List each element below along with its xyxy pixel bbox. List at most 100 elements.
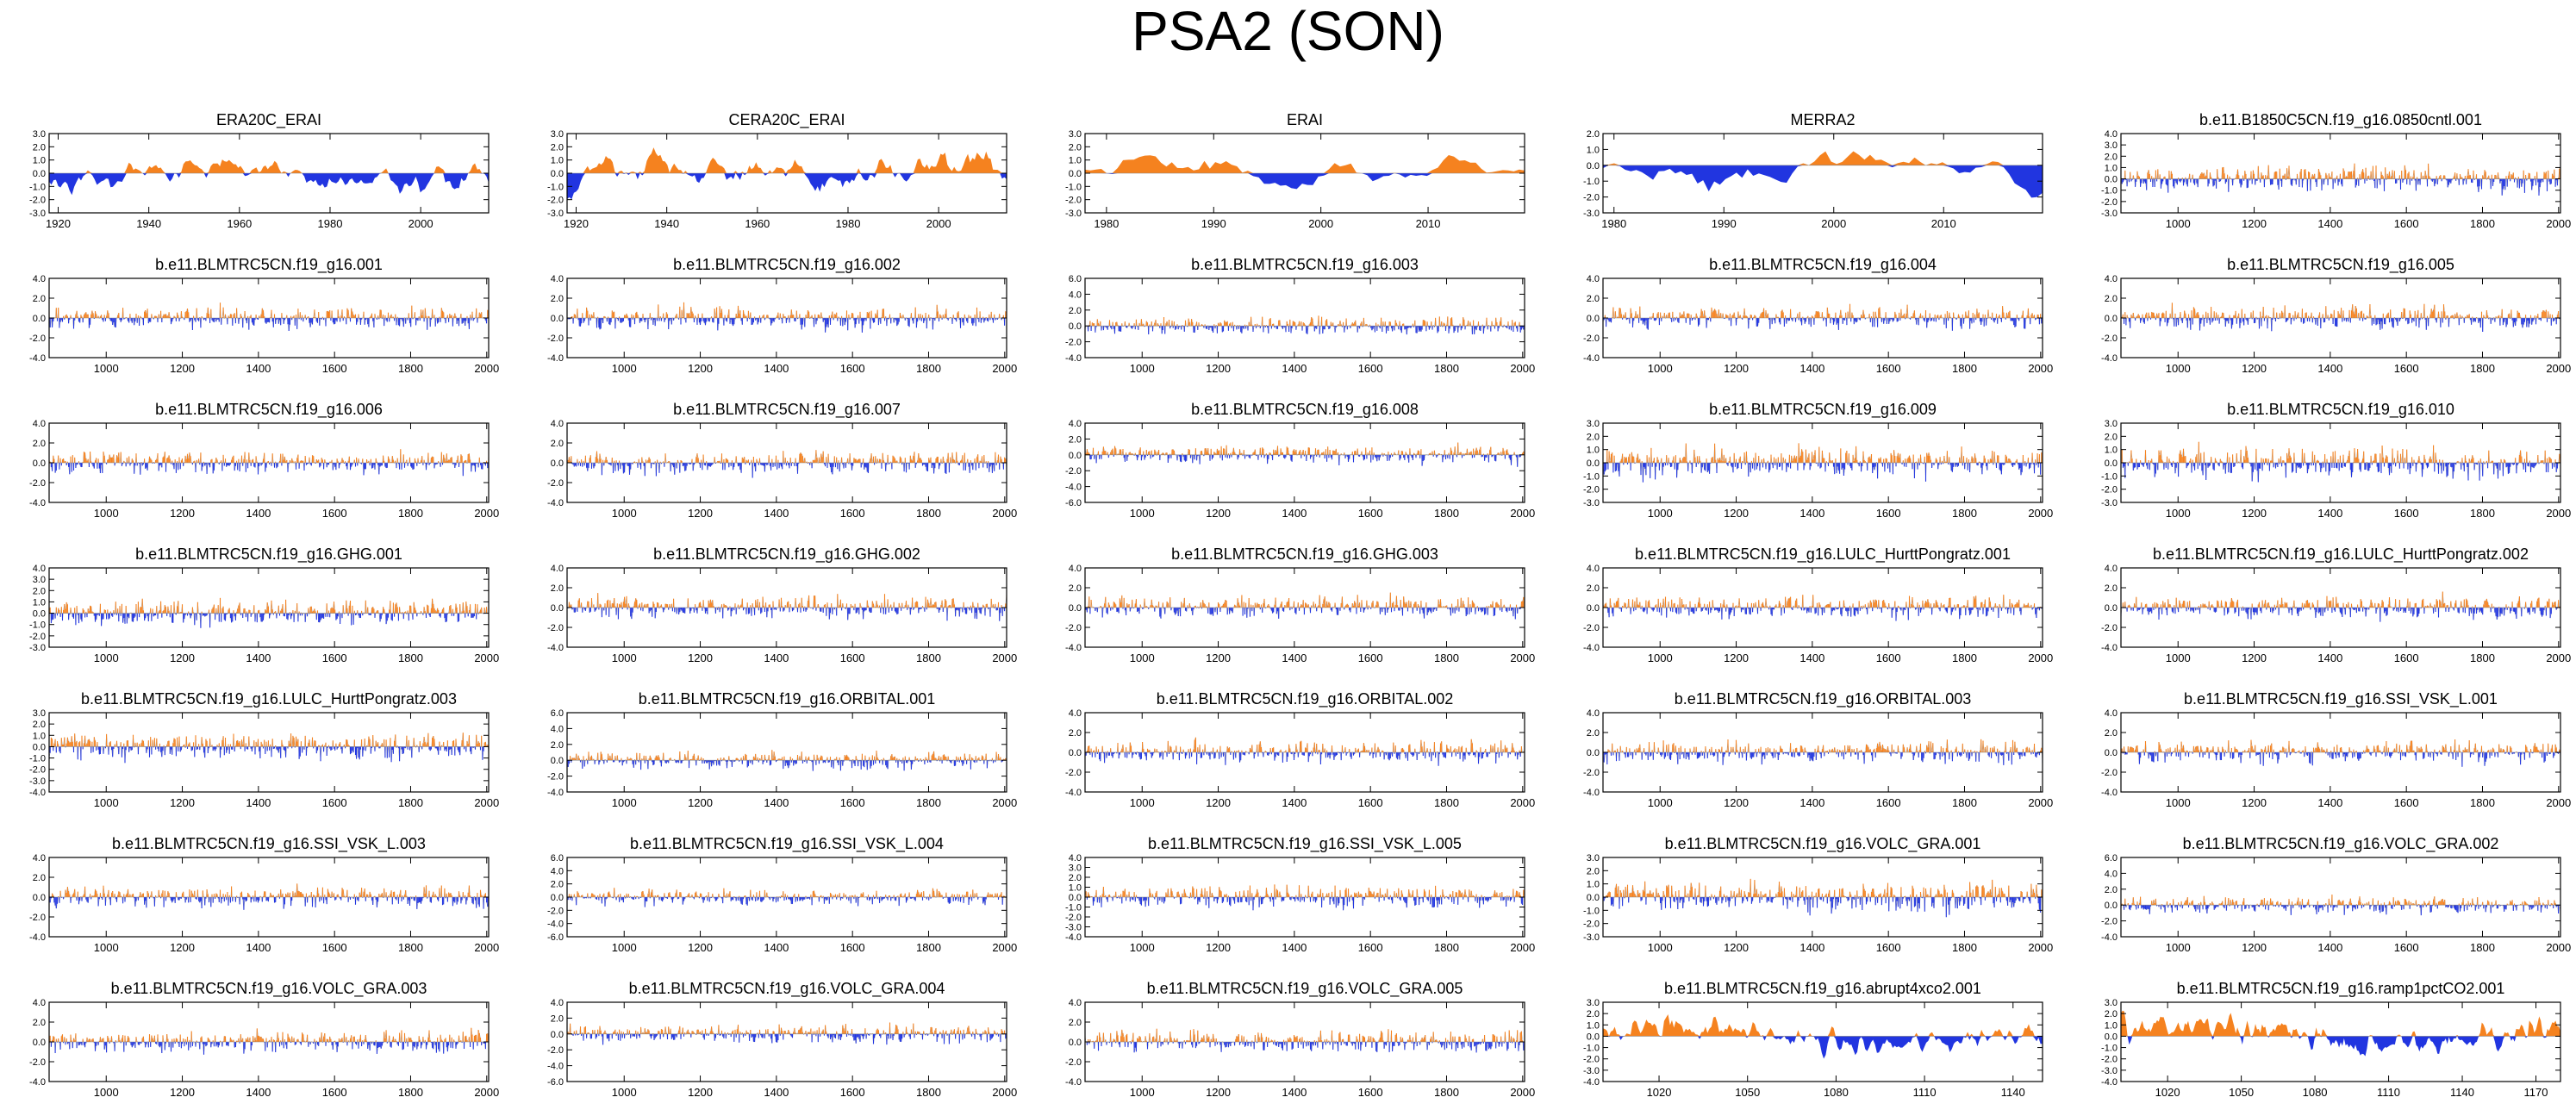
y-tick-label: 0.0 — [2105, 314, 2118, 324]
negative-area — [49, 746, 489, 764]
x-tick-label: 1800 — [1952, 362, 1977, 375]
y-tick-label: -4.0 — [547, 353, 564, 364]
y-tick-label: -3.0 — [1583, 498, 1600, 508]
y-tick-label: -1.0 — [29, 182, 46, 192]
positive-area — [1086, 315, 1525, 327]
y-tick-label: -3.0 — [1583, 932, 1600, 943]
y-tick-label: 4.0 — [1069, 564, 1082, 574]
y-tick-label: -4.0 — [1583, 643, 1600, 653]
y-tick-label: 1.0 — [1587, 145, 1600, 155]
y-tick-label: 2.0 — [1069, 142, 1082, 153]
series-trace — [49, 883, 489, 910]
y-tick-label: 6.0 — [1069, 274, 1082, 284]
x-tick-label: 1400 — [2317, 652, 2342, 664]
y-tick-label: 2.0 — [1069, 873, 1082, 883]
x-tick-label: 1000 — [2166, 796, 2191, 809]
x-tick-label: 1400 — [246, 796, 271, 809]
y-tick-label: -1.0 — [2101, 186, 2118, 196]
panel-title: b.e11.BLMTRC5CN.f19_g16.VOLC_GRA.002 — [2183, 835, 2499, 853]
y-tick-label: 3.0 — [1587, 998, 1600, 1008]
x-tick-label: 1800 — [1434, 1086, 1459, 1099]
x-tick-label: 2000 — [1510, 941, 1535, 954]
y-tick-label: 1.0 — [33, 597, 46, 608]
negative-area — [1085, 173, 1525, 190]
x-tick-label: 1800 — [1952, 507, 1977, 520]
y-tick-label: 2.0 — [2105, 885, 2118, 895]
panel-29: b.e11.BLMTRC5CN.f19_g16.VOLC_GRA.001 3.0 2… — [1583, 835, 2053, 954]
y-tick-label: 4.0 — [1587, 564, 1600, 574]
y-tick-label: 4.0 — [551, 724, 564, 734]
panel-33: b.e11.BLMTRC5CN.f19_g16.VOLC_GRA.005 4.0 2… — [1065, 980, 1535, 1099]
series-trace — [49, 302, 489, 332]
y-tick-label: 3.0 — [2105, 419, 2118, 429]
series-trace — [567, 302, 1007, 333]
x-tick-label: 1400 — [1282, 507, 1307, 520]
series-trace — [567, 1022, 1007, 1045]
x-tick-label: 1000 — [94, 1086, 119, 1099]
x-tick-label: 1200 — [1724, 362, 1749, 375]
panel-23: b.e11.BLMTRC5CN.f19_g16.ORBITAL.002 4.0 2.… — [1065, 690, 1535, 809]
y-tick-label: 0.0 — [1587, 748, 1600, 758]
positive-area — [49, 883, 486, 897]
panel-title: b.e11.BLMTRC5CN.f19_g16.ORBITAL.003 — [1675, 690, 1972, 708]
x-tick-label: 2000 — [474, 1086, 499, 1099]
y-tick-label: -2.0 — [547, 196, 564, 206]
x-tick-label: 2000 — [409, 217, 433, 230]
positive-area — [568, 593, 1007, 608]
y-tick-label: 0.0 — [2105, 603, 2118, 614]
x-tick-label: 1200 — [1724, 652, 1749, 664]
negative-area — [1085, 752, 1524, 766]
y-tick-label: -2.0 — [1583, 768, 1600, 778]
x-tick-label: 1800 — [1434, 941, 1459, 954]
y-tick-label: 4.0 — [33, 564, 46, 574]
panel-3: ERAI 3.0 2.0 1.0 0.0 -1.0 -2.0 -3.0 1980 1990 2000… — [1065, 111, 1525, 230]
y-tick-label: 2.0 — [33, 586, 46, 596]
y-tick-label: -4.0 — [29, 1077, 46, 1088]
x-tick-label: 1200 — [688, 362, 713, 375]
panel-title: b.e11.BLMTRC5CN.f19_g16.SSI_VSK_L.005 — [1148, 835, 1462, 853]
panel-28: b.e11.BLMTRC5CN.f19_g16.SSI_VSK_L.005 4.0… — [1065, 835, 1535, 954]
negative-area — [49, 1042, 489, 1055]
x-tick-label: 1800 — [1434, 796, 1459, 809]
y-tick-label: 0.0 — [33, 609, 46, 620]
panel-title: b.e11.BLMTRC5CN.f19_g16.GHG.001 — [135, 546, 402, 564]
positive-area — [2121, 302, 2560, 318]
positive-area — [1604, 303, 2043, 318]
negative-area — [1603, 897, 2043, 918]
x-tick-label: 1000 — [2166, 362, 2191, 375]
y-tick-label: 0.0 — [2105, 1032, 2118, 1042]
plot-frame — [1602, 1001, 2043, 1082]
y-tick-label: 0.0 — [551, 756, 564, 766]
y-tick-label: -3.0 — [29, 209, 46, 219]
y-tick-label: 0.0 — [33, 314, 46, 324]
x-tick-label: 1600 — [840, 941, 865, 954]
y-tick-label: -1.0 — [2101, 471, 2118, 482]
x-tick-label: 1600 — [840, 1086, 865, 1099]
positive-area — [49, 597, 489, 614]
x-tick-label: 1960 — [745, 217, 770, 230]
plot-frame — [2120, 857, 2561, 938]
negative-area — [2122, 463, 2560, 483]
x-tick-label: 1000 — [1648, 652, 1673, 664]
positive-area — [2121, 895, 2556, 906]
x-tick-label: 1800 — [1952, 796, 1977, 809]
y-tick-label: 4.0 — [2105, 129, 2118, 140]
x-tick-label: 2010 — [1931, 217, 1956, 230]
x-tick-label: 2000 — [2546, 507, 2571, 520]
series-trace — [2121, 895, 2560, 916]
series-trace — [567, 593, 1007, 621]
x-tick-label: 1000 — [1648, 941, 1673, 954]
x-tick-label: 1200 — [2242, 507, 2267, 520]
y-tick-label: 4.0 — [2105, 274, 2118, 284]
panel-16: b.e11.BLMTRC5CN.f19_g16.GHG.001 4.03.02.0… — [29, 546, 499, 664]
y-tick-label: 4.0 — [1069, 853, 1082, 863]
positive-area — [1603, 1014, 2043, 1037]
y-tick-label: -2.0 — [29, 196, 46, 206]
x-tick-label: 1000 — [1130, 1086, 1155, 1099]
x-tick-label: 1000 — [94, 362, 119, 375]
y-tick-label: 0.0 — [33, 1038, 46, 1048]
y-tick-label: -4.0 — [2101, 643, 2118, 653]
x-tick-label: 2000 — [474, 941, 499, 954]
positive-area — [1603, 595, 2042, 608]
panel-title: b.e11.B1850C5CN.f19_g16.0850cntl.001 — [2199, 111, 2482, 129]
